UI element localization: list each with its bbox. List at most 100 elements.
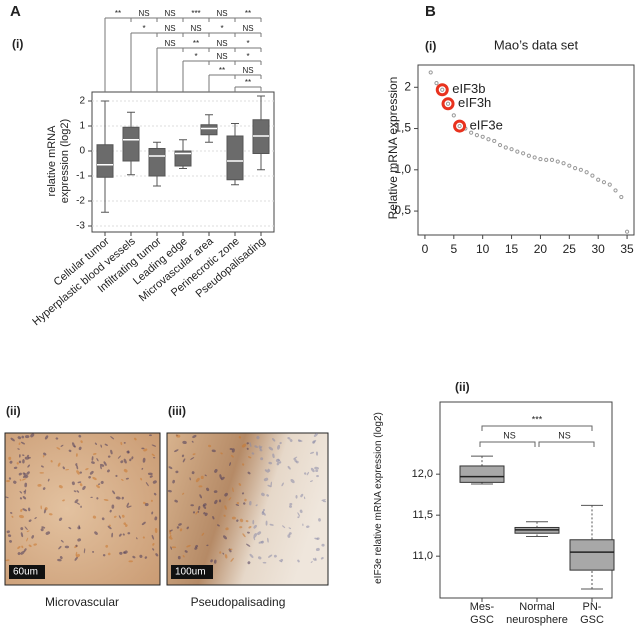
panel-label: (i) [12, 37, 23, 51]
tissue-texture [76, 502, 81, 505]
point [521, 151, 526, 156]
sig-label: NS [216, 39, 227, 48]
highlight-label: eIF3e [470, 118, 503, 133]
scale-bar-box [9, 565, 45, 579]
y-tick-label: 2 [404, 79, 411, 93]
tissue-texture [26, 530, 30, 533]
tissue-texture [100, 465, 102, 470]
tissue-texture [182, 555, 185, 558]
tissue-texture [62, 499, 65, 502]
sig-label: * [246, 52, 249, 61]
tissue-texture [125, 524, 128, 527]
tissue-texture [315, 451, 319, 456]
tissue-texture [318, 518, 321, 522]
tissue-texture [214, 499, 218, 505]
tissue-texture [76, 490, 80, 493]
chart-title: Mao’s data set [494, 37, 579, 52]
tissue-texture [112, 490, 116, 495]
tissue-texture [23, 490, 26, 493]
point [544, 157, 549, 163]
point [596, 177, 601, 182]
tissue-texture [28, 519, 32, 522]
x-tick-label: Normal neurosphere [506, 601, 568, 626]
tissue-texture [216, 524, 220, 527]
tissue-texture [120, 441, 123, 446]
sig-label: NS [216, 52, 227, 61]
panel-label: B [425, 3, 436, 20]
tissue-texture [192, 434, 197, 439]
tissue-texture [256, 436, 260, 440]
tissue-texture [26, 537, 29, 542]
tissue-texture [255, 504, 258, 507]
tissue-texture [9, 460, 13, 464]
tissue-texture [125, 477, 129, 480]
tissue-texture [102, 554, 106, 557]
box [96, 144, 114, 178]
sig-label: NS [164, 39, 175, 48]
point [578, 167, 583, 172]
tissue-texture [126, 502, 130, 508]
tissue-texture [78, 434, 82, 438]
tissue-texture [228, 548, 233, 551]
tissue-texture [151, 511, 154, 515]
tissue-texture [249, 501, 252, 506]
y-tick-label: 1,5 [394, 121, 411, 135]
tissue-texture [243, 502, 246, 505]
tissue-texture [22, 459, 25, 464]
point [601, 180, 607, 185]
tissue-texture [24, 435, 30, 439]
tissue-texture [247, 456, 252, 459]
tissue-texture [141, 467, 144, 470]
point [572, 166, 578, 171]
tissue-texture [22, 496, 27, 500]
tissue-texture [152, 457, 156, 459]
x-tick-label: Hyperplastic blood vessels [30, 235, 138, 328]
point [538, 156, 543, 162]
tissue-texture [20, 551, 25, 555]
tissue-texture [85, 468, 89, 471]
tissue-texture [6, 530, 10, 534]
tissue-texture [152, 480, 157, 484]
point [428, 70, 433, 75]
tissue-texture [276, 461, 280, 466]
point [590, 173, 595, 178]
tissue-texture [75, 551, 78, 556]
tissue-texture [107, 455, 111, 458]
tissue-texture [231, 516, 236, 520]
tissue-texture [24, 526, 28, 531]
tissue-texture [253, 532, 258, 538]
tissue-texture [123, 468, 128, 473]
tissue-texture [262, 561, 267, 564]
highlight-label: eIF3b [452, 81, 485, 96]
tissue-texture [230, 557, 234, 562]
tissue-texture [152, 543, 155, 546]
tissue-texture [96, 457, 99, 462]
y-tick-label: 1,0 [394, 162, 411, 176]
tissue-texture [60, 539, 64, 543]
tissue-texture [110, 449, 113, 455]
tissue-texture [126, 505, 132, 508]
tissue-texture [109, 509, 112, 513]
tissue-texture [195, 544, 199, 548]
tissue-texture [300, 493, 304, 498]
tissue-texture [315, 547, 320, 551]
tissue-texture [26, 471, 30, 475]
y-tick-label: 11,5 [412, 509, 433, 521]
tissue-texture [121, 496, 124, 500]
tissue-texture [75, 544, 78, 547]
tissue-texture [58, 517, 63, 521]
tissue-texture [127, 532, 131, 535]
tissue-texture [150, 499, 153, 502]
tissue-texture [101, 517, 105, 521]
tissue-texture [62, 466, 65, 470]
sig-label: *** [191, 9, 200, 18]
tissue-texture [214, 468, 218, 473]
tissue-texture [133, 437, 137, 441]
box [148, 148, 166, 177]
tissue-texture [154, 528, 158, 533]
tissue-texture [289, 503, 293, 506]
tissue-texture [90, 496, 93, 499]
tissue-texture [315, 469, 319, 473]
highlight [453, 119, 467, 133]
tissue-texture [194, 547, 198, 550]
